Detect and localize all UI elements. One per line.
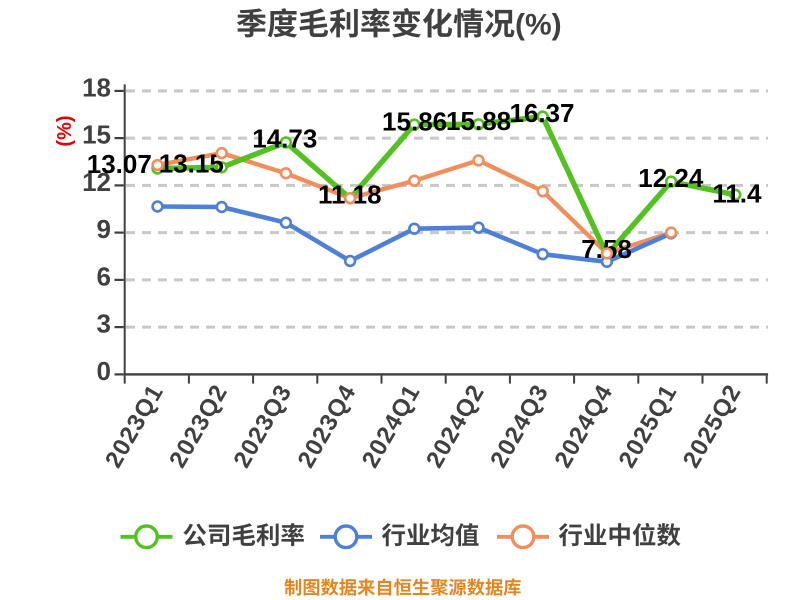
svg-text:15: 15: [82, 120, 111, 150]
svg-text:(%): (%): [54, 115, 76, 146]
svg-text:15.88: 15.88: [446, 106, 511, 136]
svg-text:(%): (%): [515, 9, 562, 42]
svg-text:6: 6: [97, 261, 111, 291]
svg-text:11.4: 11.4: [712, 179, 762, 209]
svg-text:9: 9: [97, 214, 111, 244]
svg-text:13.07: 13.07: [87, 149, 152, 179]
svg-text:12: 12: [82, 167, 111, 197]
svg-text:3: 3: [97, 309, 111, 339]
svg-text:16.37: 16.37: [509, 98, 574, 128]
svg-text:0: 0: [97, 356, 111, 386]
svg-text:13.15: 13.15: [159, 148, 224, 178]
svg-text:15.86: 15.86: [382, 106, 447, 136]
svg-text:12.24: 12.24: [638, 163, 704, 193]
svg-text:14.73: 14.73: [252, 124, 317, 154]
svg-text:18: 18: [82, 72, 111, 102]
